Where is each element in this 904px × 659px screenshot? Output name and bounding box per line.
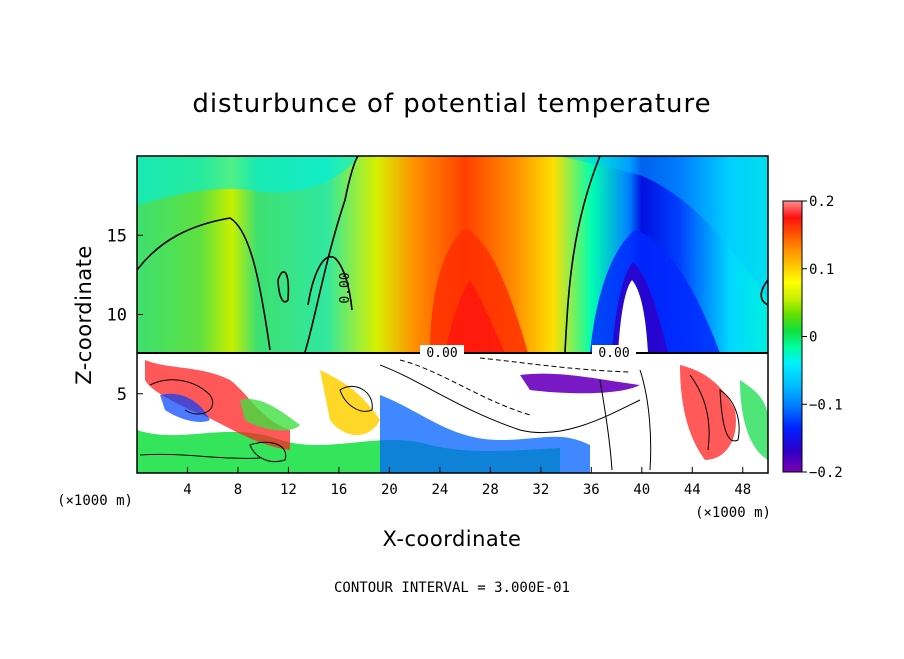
colorbar-ticks: 0.2 0.1 0 −0.1 −0.2 (802, 194, 843, 481)
lower-left-red (145, 360, 290, 450)
x-tick-label: 24 (431, 482, 448, 498)
x-tick-label: 12 (280, 482, 297, 498)
plot-area: 0.00 0.00 0.00 (137, 156, 768, 473)
y-tick-label: 15 (107, 226, 127, 246)
lower-blue-band (380, 395, 590, 473)
x-tick-label: 36 (583, 482, 600, 498)
chart-title: disturbunce of potential temperature (192, 89, 711, 119)
x-tick-label: 16 (330, 482, 347, 498)
x-tick-label: 8 (234, 482, 242, 498)
colorbar-gradient (783, 201, 802, 472)
lower-purple-patch (520, 373, 640, 394)
cyan-top (137, 156, 360, 205)
x-tick-label: 40 (633, 482, 650, 498)
x-right-unit: (×1000 m) (695, 505, 771, 521)
x-axis-ticks: 4 8 12 16 20 24 28 32 36 40 44 48 (183, 467, 751, 498)
lower-left-blue (160, 393, 210, 422)
contour-lines (137, 156, 768, 353)
colorbar-tick-label: 0.1 (809, 262, 834, 278)
colorbar-tick-label: −0.1 (809, 397, 843, 413)
x-left-unit: (×1000 m) (57, 493, 133, 509)
colorbar: 0.2 0.1 0 −0.1 −0.2 (782, 194, 843, 481)
x-tick-label: 28 (482, 482, 499, 498)
x-tick-label: 32 (532, 482, 549, 498)
contour-label-mid: 0.00 (426, 346, 457, 361)
y-tick-label: 10 (107, 306, 127, 326)
contour-label-right: 0.00 (598, 346, 629, 361)
colorbar-tick-label: −0.2 (809, 465, 843, 481)
contour-interval-note: CONTOUR INTERVAL = 3.000E-01 (334, 580, 570, 596)
y-tick-label: 5 (117, 385, 127, 405)
y-axis-ticks: 5 10 15 (107, 226, 143, 405)
y-axis-label: Z-coordinate (72, 245, 96, 385)
x-tick-label: 4 (183, 482, 191, 498)
lower-mid-green (240, 399, 300, 431)
lower-right-green (740, 380, 768, 460)
contour-label-bg-right (592, 345, 636, 359)
colorbar-tick-label: 0 (809, 330, 817, 346)
colorbar-tick-label: 0.2 (809, 194, 834, 210)
contour-lines-lower (139, 357, 740, 471)
x-tick-label: 48 (734, 482, 751, 498)
contour-label-bg-mid (420, 345, 464, 359)
x-axis-label: X-coordinate (383, 527, 522, 551)
cold-core-center (618, 280, 648, 353)
lower-right-red (680, 365, 736, 460)
cyan-right-top (560, 156, 768, 300)
contour-label-upper: 0.00 (338, 272, 353, 303)
x-tick-label: 20 (381, 482, 398, 498)
lower-mid-yellow (320, 370, 380, 435)
warm-core-inner (445, 280, 505, 353)
x-tick-label: 44 (684, 482, 701, 498)
